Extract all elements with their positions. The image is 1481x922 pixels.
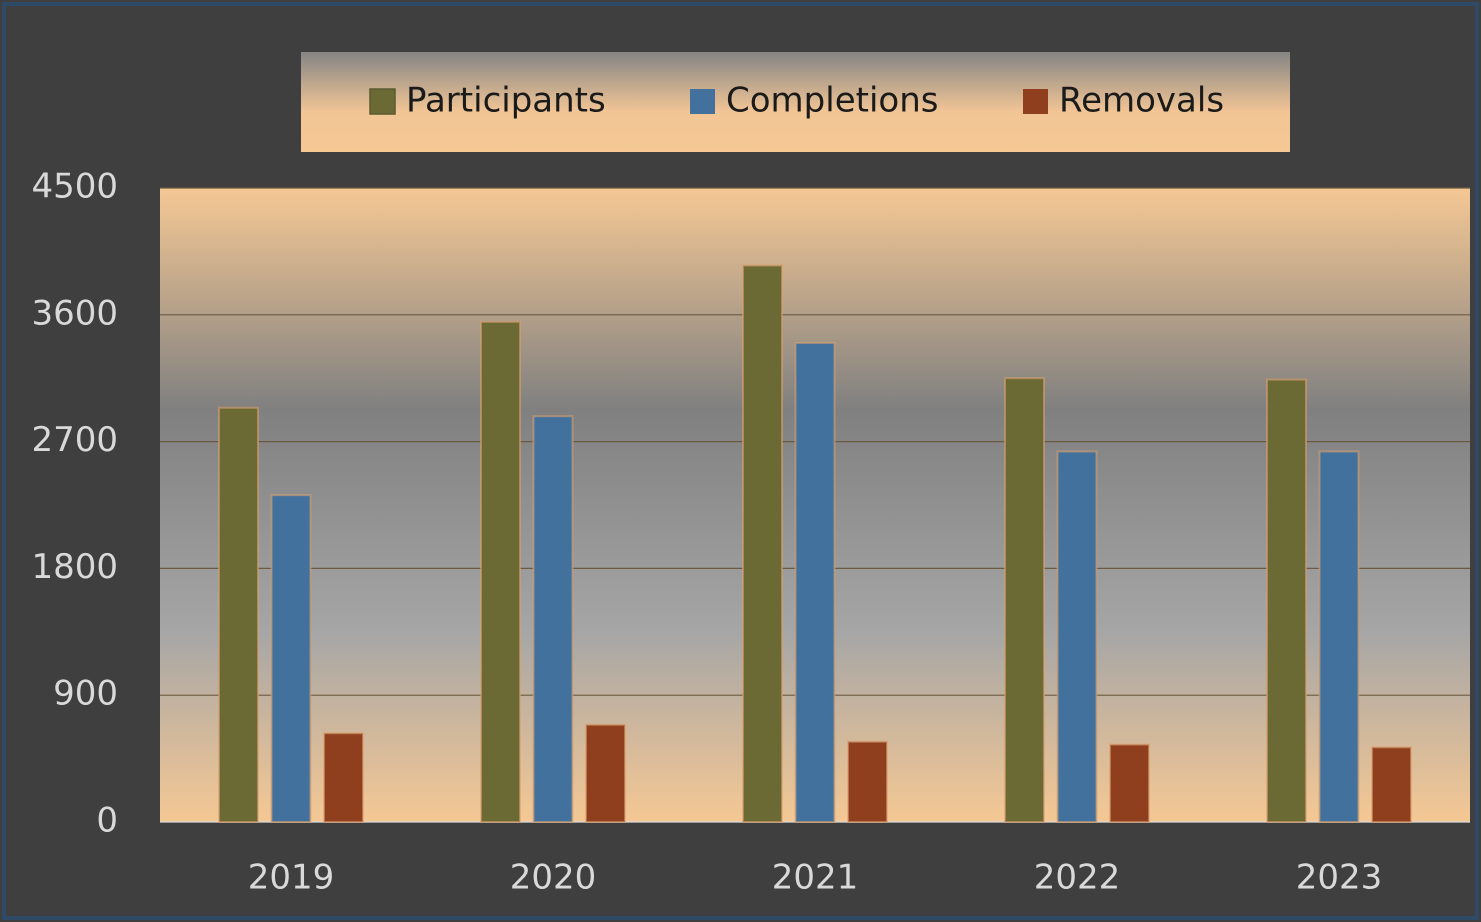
bar (847, 740, 888, 824)
y-tick-label: 4500 (31, 167, 118, 207)
legend-swatch (690, 89, 715, 114)
bar (1371, 746, 1412, 824)
bar (794, 341, 836, 823)
bar (1266, 378, 1307, 823)
bar (1109, 743, 1150, 823)
legend-label: Participants (406, 81, 606, 121)
y-tick-label: 3600 (31, 293, 118, 333)
x-tick-label: 2019 (248, 858, 335, 898)
x-tick-label: 2020 (510, 858, 597, 898)
x-tick-label: 2022 (1034, 858, 1121, 898)
bar (532, 415, 574, 823)
bar (1056, 450, 1098, 823)
bar (742, 264, 783, 823)
bar (1318, 450, 1360, 823)
bar (270, 494, 312, 823)
bar (1004, 377, 1045, 823)
bar (480, 320, 521, 823)
legend-label: Removals (1059, 81, 1224, 121)
x-tick-label: 2023 (1296, 858, 1383, 898)
bar (218, 406, 259, 823)
x-tick-label: 2021 (772, 858, 859, 898)
bar (585, 723, 626, 824)
y-tick-label: 0 (96, 801, 118, 841)
legend-label: Completions (726, 81, 938, 121)
legend-box (301, 52, 1290, 152)
legend-swatch (369, 88, 396, 115)
y-tick-label: 900 (53, 674, 118, 714)
legend-swatch (1023, 89, 1048, 114)
y-tick-label: 1800 (31, 547, 118, 587)
bar (323, 732, 364, 823)
y-tick-label: 2700 (31, 420, 118, 460)
